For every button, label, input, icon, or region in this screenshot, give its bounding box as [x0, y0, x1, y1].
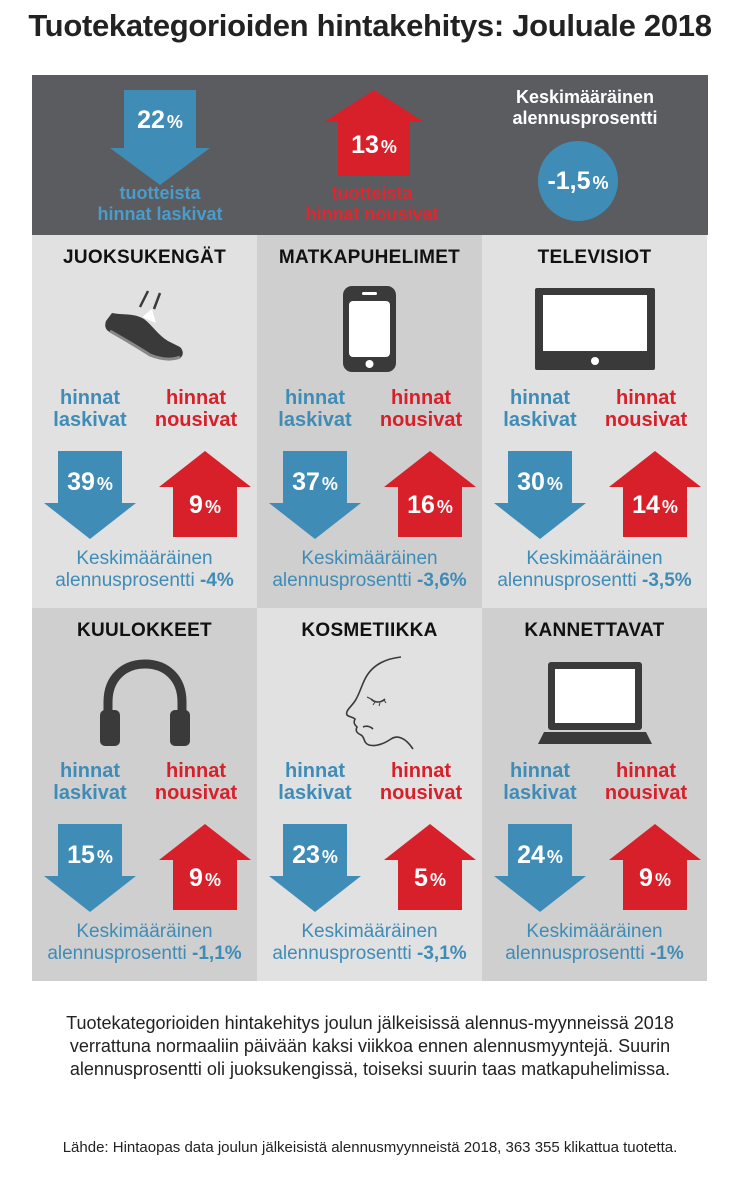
category-grid: JUOKSUKENGÄT hinnat laskivat hinnat nousiv… — [32, 235, 708, 981]
category-title: KANNETTAVAT — [524, 620, 665, 641]
up-label: hinnat nousivat — [154, 387, 238, 431]
laptop-icon — [538, 662, 652, 744]
banner-avg-label: Keskimääräinen alennusprosentti — [512, 87, 658, 128]
up-arrow — [159, 451, 251, 537]
up-percent: 5% — [414, 864, 446, 892]
up-percent: 9% — [639, 864, 671, 892]
summary-banner: 22% tuotteista hinnat laskivat 13% tuotte… — [32, 75, 708, 235]
up-label: hinnat nousivat — [154, 760, 238, 804]
category-cell-televisiot: TELEVISIOT hinnat laskivat hinnat nousivat… — [482, 235, 707, 608]
down-percent: 23% — [292, 841, 338, 869]
up-label: hinnat nousivat — [604, 760, 688, 804]
category-title: MATKAPUHELIMET — [278, 247, 461, 268]
avg-discount: Keskimääräinen alennusprosentti -3,1% — [272, 921, 467, 964]
category-title: KUULOKKEET — [77, 620, 212, 641]
up-percent: 9% — [189, 491, 221, 519]
avg-discount: Keskimääräinen alennusprosentti -3,6% — [272, 548, 467, 591]
category-cell-kosmetiikka: KOSMETIIKKA hinnat laskivat hinnat nousiva… — [257, 608, 482, 981]
avg-discount: Keskimääräinen alennusprosentti -1% — [505, 921, 684, 964]
down-percent: 39% — [67, 468, 113, 496]
down-label: hinnat laskivat — [503, 387, 577, 431]
page-title: Tuotekategorioiden hintakehitys: Joulual… — [28, 8, 712, 43]
up-label: hinnat nousivat — [379, 760, 463, 804]
up-arrow — [609, 824, 701, 910]
down-arrow — [494, 824, 586, 912]
category-cell-juoksukengat: JUOKSUKENGÄT hinnat laskivat hinnat nousiv… — [32, 235, 257, 608]
banner-up-percent: 13% — [351, 131, 397, 159]
banner-down-label: tuotteista hinnat laskivat — [97, 183, 223, 224]
category-cell-kannettavat: KANNETTAVAT hinnat laskivat hinnat nousiva… — [482, 608, 707, 981]
down-percent: 24% — [517, 841, 563, 869]
down-percent: 37% — [292, 468, 338, 496]
banner-avg-circle — [538, 141, 618, 221]
down-label: hinnat laskivat — [503, 760, 577, 804]
headphones-icon — [100, 659, 190, 746]
banner-up-arrow — [324, 90, 424, 176]
up-percent: 16% — [407, 491, 453, 519]
category-title: KOSMETIIKKA — [301, 620, 438, 641]
face-icon — [345, 656, 414, 750]
down-arrow — [269, 451, 361, 539]
up-percent: 14% — [632, 491, 678, 519]
category-cell-kuulokkeet: KUULOKKEET hinnat laskivat hinnat nousivat… — [32, 608, 257, 981]
tv-icon — [535, 288, 655, 370]
up-label: hinnat nousivat — [604, 387, 688, 431]
avg-discount: Keskimääräinen alennusprosentti -3,5% — [497, 548, 692, 591]
down-label: hinnat laskivat — [53, 387, 127, 431]
banner-down-percent: 22% — [137, 106, 183, 134]
avg-discount: Keskimääräinen alennusprosentti -1,1% — [47, 921, 242, 964]
down-arrow — [494, 451, 586, 539]
banner-down-arrow — [110, 90, 210, 185]
category-title: TELEVISIOT — [537, 247, 652, 268]
source-text: Lähde: Hintaopas data joulun jälkeisistä… — [62, 1139, 678, 1156]
banner-avg-value: -1,5% — [547, 167, 609, 195]
down-arrow — [44, 824, 136, 912]
banner-up-label: tuotteista hinnat nousivat — [305, 183, 439, 224]
up-arrow — [159, 824, 251, 910]
summary-text: Tuotekategorioiden hintakehitys joulun j… — [66, 1013, 674, 1079]
avg-discount: Keskimääräinen alennusprosentti -4% — [55, 548, 234, 591]
shoe-icon — [105, 290, 183, 361]
up-arrow — [609, 451, 701, 537]
down-percent: 15% — [67, 841, 113, 869]
down-label: hinnat laskivat — [278, 387, 352, 431]
up-label: hinnat nousivat — [379, 387, 463, 431]
phone-icon — [343, 286, 396, 372]
down-percent: 30% — [517, 468, 563, 496]
up-arrow — [384, 824, 476, 910]
category-title: JUOKSUKENGÄT — [62, 247, 226, 268]
category-cell-matkapuhelimet: MATKAPUHELIMET hinnat laskivat hinnat nous… — [257, 235, 482, 608]
down-label: hinnat laskivat — [278, 760, 352, 804]
down-arrow — [269, 824, 361, 912]
up-percent: 9% — [189, 864, 221, 892]
down-arrow — [44, 451, 136, 539]
down-label: hinnat laskivat — [53, 760, 127, 804]
up-arrow — [384, 451, 476, 537]
